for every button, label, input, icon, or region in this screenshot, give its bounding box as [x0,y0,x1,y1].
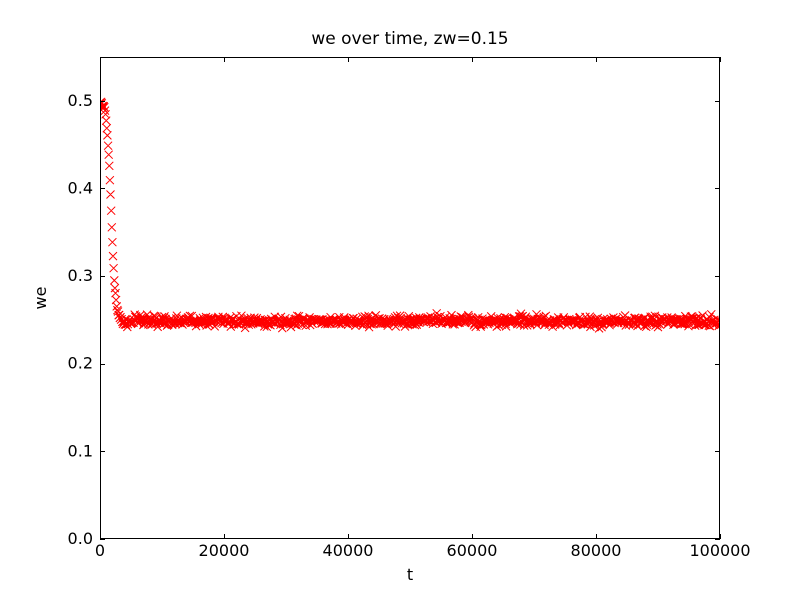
y-axis-label: we [31,287,50,310]
x-tick-label: 60000 [447,541,498,560]
x-tick-label: 40000 [323,541,374,560]
x-tick-label: 100000 [689,541,750,560]
x-tick-label: 20000 [199,541,250,560]
x-tick-label: 80000 [571,541,622,560]
x-axis-label: t [407,565,413,584]
y-tick-label: 0.4 [68,178,93,197]
axis-tick-marks [100,57,721,540]
plot-frame [100,57,720,539]
y-tick-label: 0.5 [68,91,93,110]
scatter-markers [100,97,720,333]
y-tick-label: 0.0 [68,529,93,548]
scatter-series-we [100,97,720,333]
x-tick-label: 0 [95,541,105,560]
y-tick-label: 0.2 [68,354,93,373]
chart-title: we over time, zw=0.15 [311,29,508,49]
y-tick-label: 0.1 [68,441,93,460]
axis-tick-labels: 0 20000 40000 60000 80000 100000 0.0 0.1 0.2 0.3 0… [68,91,751,560]
y-tick-label: 0.3 [68,266,93,285]
